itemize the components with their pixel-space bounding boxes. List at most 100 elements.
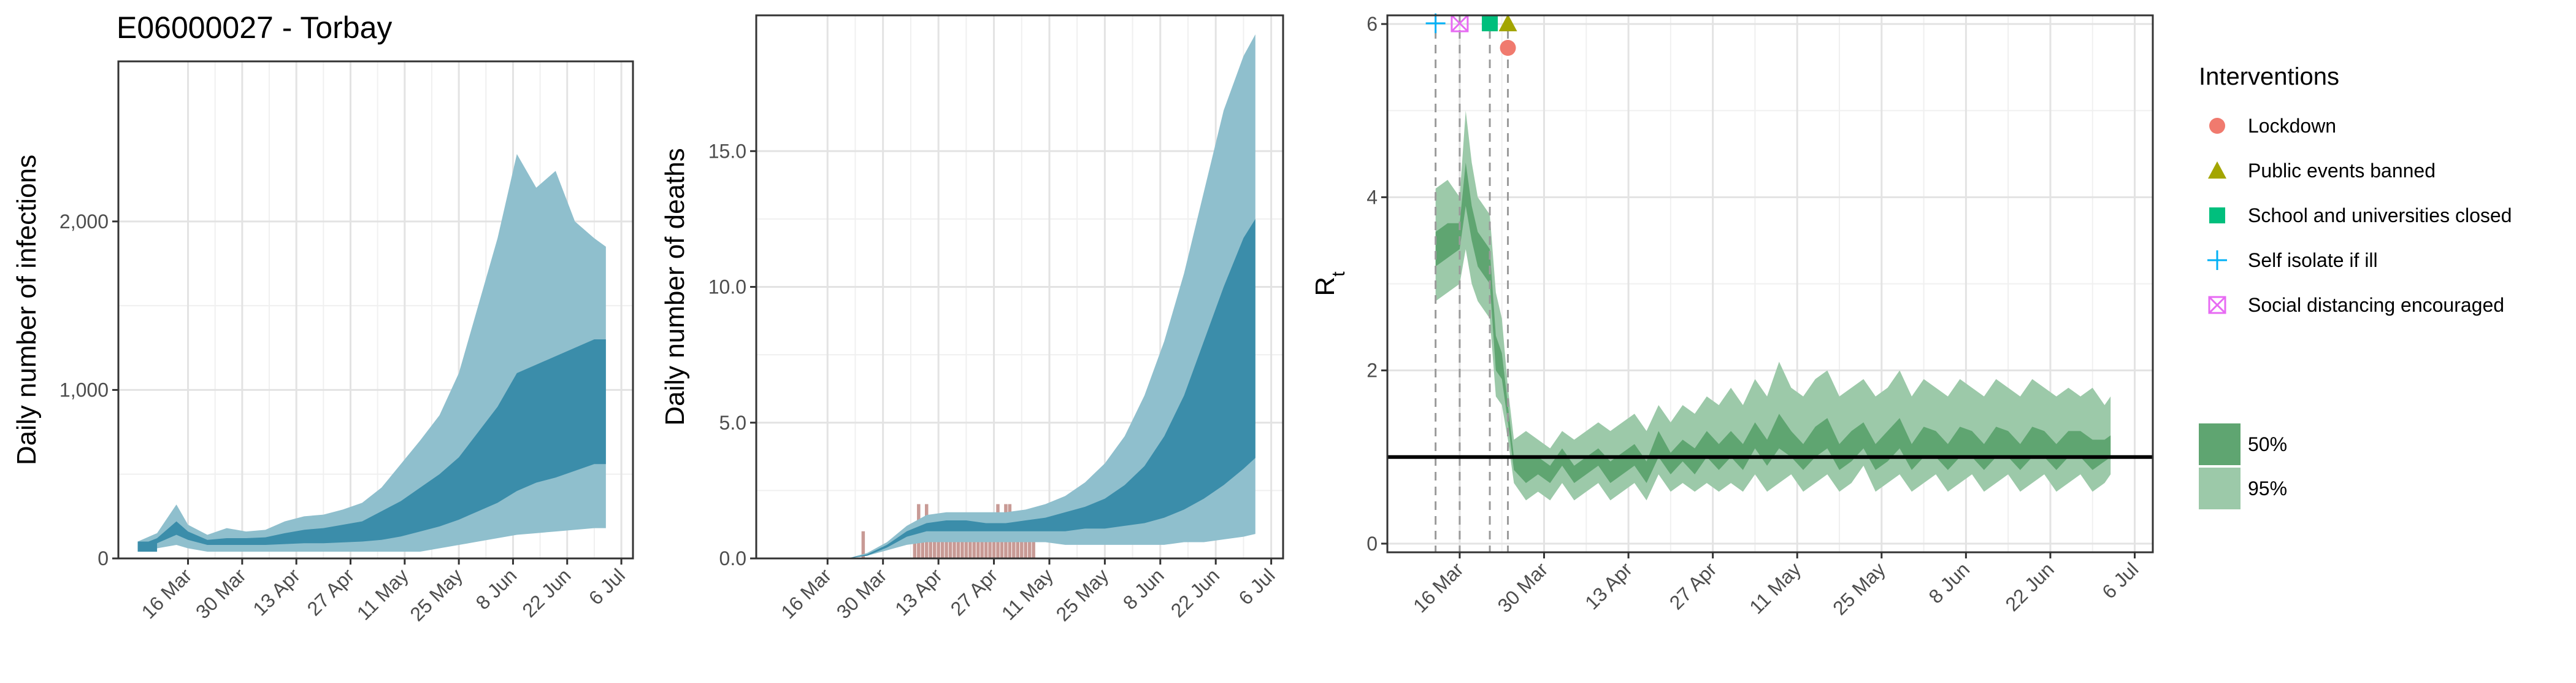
lockdown-marker	[2209, 118, 2225, 134]
school-closed-marker	[1482, 15, 1498, 31]
legend-item-label: Self isolate if ill	[2248, 249, 2378, 271]
observed-deaths-bar	[1000, 531, 1004, 558]
rt-x-tick-label: 16 Mar	[1409, 558, 1468, 617]
deaths-x-tick-label: 27 Apr	[946, 564, 1002, 620]
observed-deaths-bar	[1027, 531, 1032, 558]
deaths-x-tick-label: 6 Jul	[1234, 564, 1279, 609]
deaths-band-95	[847, 34, 1255, 559]
infections-plot-border	[117, 60, 634, 560]
rt-y-axis-label: Rt	[1310, 271, 1349, 296]
infections-y-tick-label: 0	[98, 547, 109, 569]
legend-intervention-items: Lockdown Public events banned School and u…	[2207, 115, 2512, 316]
observed-deaths-bar	[960, 531, 964, 558]
rt-bands	[1435, 110, 2111, 501]
observed-deaths-bar	[1012, 531, 1016, 558]
infections-x-tick-label: 13 Apr	[248, 564, 304, 620]
rt-panel: 0 2 4 6 16 Mar 30 Mar 13 Apr 27 Apr 11 May 25 May…	[1310, 13, 2154, 619]
deaths-x-tick-label: 25 May	[1052, 564, 1113, 625]
infections-y-tick-label: 1,000	[59, 379, 109, 401]
self-isolate-marker	[1425, 14, 1446, 33]
deaths-x-tick-label: 11 May	[997, 564, 1057, 624]
rt-x-tick-label: 30 Mar	[1493, 558, 1552, 617]
observed-deaths-bar	[980, 531, 984, 558]
deaths-y-tick-label: 5.0	[719, 412, 746, 434]
rt-intervention-markers	[1425, 14, 1517, 56]
observed-deaths-bar	[861, 531, 865, 558]
infections-x-tick-label: 16 Mar	[137, 564, 196, 623]
deaths-x-tick-label: 8 Jun	[1119, 564, 1168, 614]
rt-x-tick-label: 8 Jun	[1925, 558, 1974, 608]
observed-deaths-bar	[964, 531, 968, 558]
observed-deaths-bar	[968, 531, 972, 558]
rt-x-tick-label: 6 Jul	[2098, 558, 2142, 603]
observed-deaths-bar	[940, 531, 945, 558]
rt-y-axis-subscript: t	[1328, 271, 1349, 277]
rt-y-tick-label: 6	[1367, 13, 1378, 35]
deaths-x-tick-label: 13 Apr	[891, 564, 946, 620]
rt-intervention-lines	[1435, 15, 1509, 552]
legend-band-label: 50%	[2248, 433, 2287, 455]
observed-deaths-bar	[945, 531, 948, 558]
observed-deaths-bar	[921, 531, 925, 558]
observed-deaths-bar	[956, 531, 960, 558]
legend: Interventions Lockdown Public events bann…	[2199, 63, 2512, 509]
observed-deaths-bar	[948, 531, 953, 558]
school-closed-marker	[2209, 207, 2225, 223]
legend-item-label: Social distancing encouraged	[2248, 294, 2504, 316]
infections-y-axis-label: Daily number of infections	[12, 155, 42, 465]
infections-x-tick-label: 30 Mar	[191, 564, 250, 623]
observed-deaths-bar	[972, 531, 976, 558]
deaths-bands	[847, 34, 1255, 559]
observed-deaths-bar	[953, 531, 956, 558]
infections-x-tick-label: 11 May	[353, 564, 413, 624]
observed-deaths-bar	[932, 531, 937, 558]
observed-deaths-bar	[937, 531, 940, 558]
observed-deaths-bar	[984, 531, 988, 558]
social-distancing-marker-stroke	[1451, 14, 1468, 33]
rt-band-50	[1435, 162, 2111, 484]
deaths-y-tick-label: 0.0	[719, 547, 746, 569]
observed-deaths-bar	[1016, 531, 1020, 558]
rt-y-tick-label: 4	[1367, 186, 1378, 208]
observed-deaths-bar	[988, 531, 992, 558]
rt-band-95	[1435, 110, 2111, 501]
rt-x-tick-label: 22 Jun	[2001, 558, 2058, 615]
observed-deaths-bar	[1019, 531, 1024, 558]
rt-x-tick-label: 27 Apr	[1665, 558, 1721, 614]
infections-x-tick-label: 25 May	[405, 564, 467, 625]
observed-deaths-bar	[992, 531, 996, 558]
legend-title: Interventions	[2199, 63, 2339, 90]
legend-band-swatch-95	[2199, 468, 2241, 509]
infections-x-tick-label: 22 Jun	[518, 564, 575, 621]
infections-band-50	[137, 339, 606, 549]
rt-x-tick-label: 11 May	[1745, 558, 1805, 618]
infections-x-tick-label: 6 Jul	[585, 564, 629, 609]
legend-item-label: Public events banned	[2248, 160, 2436, 182]
legend-item-label: School and universities closed	[2248, 204, 2512, 226]
rt-y-tick-label: 0	[1367, 533, 1378, 555]
deaths-y-tick-label: 15.0	[708, 140, 746, 162]
social-distancing-marker-stroke	[2208, 296, 2226, 314]
observed-deaths-bar	[1032, 531, 1035, 558]
observed-deaths-bar	[1024, 531, 1027, 558]
infections-x-tick-label: 8 Jun	[472, 564, 521, 614]
legend-item-label: Lockdown	[2248, 115, 2336, 137]
public-events-banned-marker	[1498, 14, 1517, 31]
legend-band-swatch-50	[2199, 423, 2241, 465]
deaths-x-tick-label: 30 Mar	[832, 564, 891, 623]
deaths-x-tick-label: 16 Mar	[776, 564, 835, 623]
legend-band-items: 50% 95%	[2199, 423, 2287, 509]
figure-title: E06000027 - Torbay	[117, 10, 392, 45]
rt-y-tick-label: 2	[1367, 360, 1378, 382]
legend-band-label: 95%	[2248, 477, 2287, 500]
rt-x-tick-label: 25 May	[1828, 558, 1890, 619]
lockdown-marker	[1500, 40, 1516, 56]
social-distancing-marker-box	[2208, 296, 2226, 314]
infections-initial-segment	[137, 541, 158, 552]
observed-deaths-bar	[976, 531, 980, 558]
public-events-banned-marker	[2208, 161, 2226, 179]
infections-y-tick-label: 2,000	[59, 210, 109, 233]
